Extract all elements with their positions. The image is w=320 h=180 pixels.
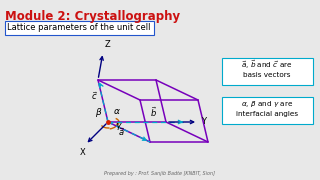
Text: $\vec{a}$: $\vec{a}$ [118, 126, 125, 138]
FancyBboxPatch shape [4, 21, 154, 35]
FancyBboxPatch shape [221, 57, 313, 84]
Text: basis vectors: basis vectors [243, 72, 291, 78]
Text: Prepared by : Prof. Sanjib Badte [KNBIT, Sion]: Prepared by : Prof. Sanjib Badte [KNBIT,… [105, 170, 215, 175]
Text: interfacial angles: interfacial angles [236, 111, 298, 117]
Text: $\alpha$: $\alpha$ [113, 107, 121, 116]
Text: $\gamma$: $\gamma$ [115, 121, 123, 132]
Text: Y: Y [201, 118, 206, 127]
Text: $\alpha$, $\beta$ and $\gamma$ are: $\alpha$, $\beta$ and $\gamma$ are [241, 99, 293, 109]
Text: Module 2: Crystallography: Module 2: Crystallography [5, 10, 180, 23]
Text: Lattice parameters of the unit cell: Lattice parameters of the unit cell [7, 23, 151, 32]
Text: Z: Z [105, 40, 111, 50]
FancyBboxPatch shape [221, 96, 313, 123]
Text: $\vec{c}$: $\vec{c}$ [91, 90, 97, 102]
Text: $\vec{b}$: $\vec{b}$ [150, 105, 157, 119]
Text: $\vec{a}$, $\vec{b}$ and $\vec{c}$ are: $\vec{a}$, $\vec{b}$ and $\vec{c}$ are [241, 59, 293, 71]
Text: $\beta$: $\beta$ [95, 106, 102, 119]
Text: X: X [79, 148, 85, 157]
